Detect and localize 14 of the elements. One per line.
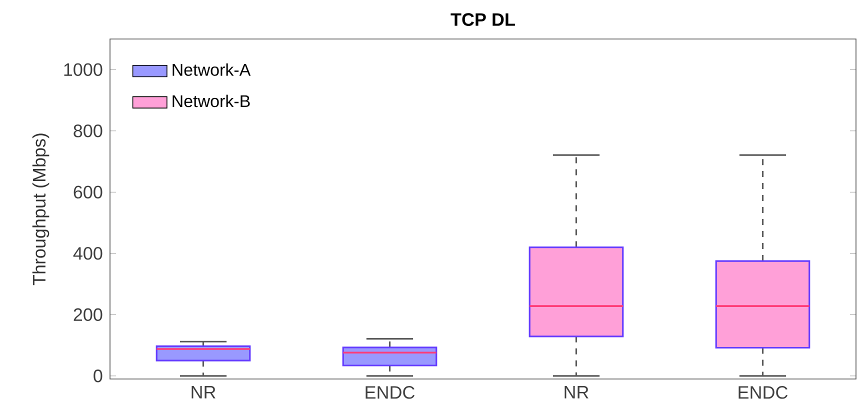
x-tick-label: NR [192,386,216,398]
x-tick-label: ENDC [366,386,415,399]
x-tick-label: NR [564,386,588,398]
y-tick-label: 400 [73,247,102,260]
y-tick-label: 800 [74,124,102,138]
y-tick-label: 1000 [64,63,102,76]
legend-label: Network-B [172,94,250,108]
x-tick-label: ENDC [738,386,788,399]
y-tick-label: 200 [74,308,102,322]
y-tick-label: 0 [94,370,102,382]
legend-label: Network-A [172,63,251,76]
y-axis-title: Throughput (Mbps) [32,134,50,286]
y-tick-label: 600 [74,186,102,199]
chart-title: TCP DL [450,13,515,26]
